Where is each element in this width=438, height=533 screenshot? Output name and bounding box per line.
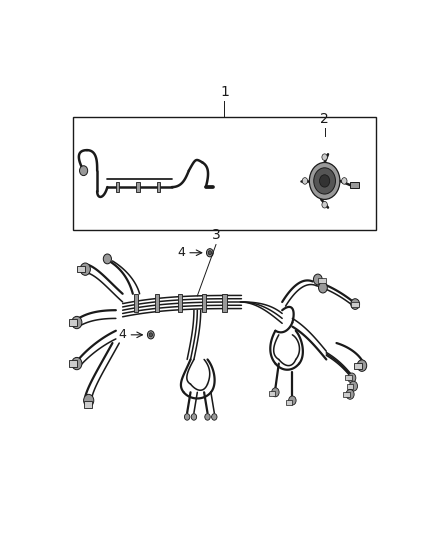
Text: 2: 2 <box>320 111 329 126</box>
Bar <box>69 360 78 367</box>
Bar <box>343 392 350 397</box>
Bar <box>155 294 159 312</box>
Text: 1: 1 <box>220 85 229 99</box>
Circle shape <box>322 154 327 160</box>
Bar <box>134 294 138 312</box>
Bar <box>318 278 325 282</box>
Circle shape <box>309 163 340 199</box>
Circle shape <box>103 254 111 264</box>
Circle shape <box>320 175 330 187</box>
Circle shape <box>314 168 336 194</box>
Circle shape <box>302 177 307 184</box>
Bar <box>69 319 78 326</box>
Bar <box>136 182 140 192</box>
Circle shape <box>208 251 212 255</box>
Circle shape <box>72 317 82 329</box>
Circle shape <box>314 274 322 285</box>
Circle shape <box>212 414 217 420</box>
Bar <box>354 363 362 369</box>
Circle shape <box>342 177 347 184</box>
Circle shape <box>205 414 210 420</box>
Text: 3: 3 <box>212 229 220 243</box>
Circle shape <box>289 396 296 405</box>
Bar <box>345 375 352 381</box>
Circle shape <box>148 330 154 339</box>
Bar <box>350 182 359 188</box>
Circle shape <box>322 201 327 208</box>
Circle shape <box>184 414 190 420</box>
Circle shape <box>357 360 367 372</box>
Text: 4: 4 <box>177 246 185 259</box>
Text: 4: 4 <box>118 328 126 341</box>
Bar <box>116 182 119 192</box>
Bar <box>84 401 92 408</box>
Circle shape <box>149 333 152 337</box>
Bar <box>286 400 292 405</box>
Circle shape <box>80 166 88 175</box>
Bar <box>268 391 276 397</box>
Bar <box>178 294 182 312</box>
Circle shape <box>206 248 213 257</box>
Circle shape <box>272 388 279 397</box>
Circle shape <box>84 394 94 407</box>
Circle shape <box>318 282 327 293</box>
Circle shape <box>80 263 90 276</box>
Circle shape <box>346 390 354 399</box>
Bar <box>351 302 359 307</box>
Circle shape <box>191 414 197 420</box>
Circle shape <box>351 298 360 309</box>
Circle shape <box>350 381 357 391</box>
Bar <box>202 294 206 312</box>
Circle shape <box>72 358 82 370</box>
Bar <box>156 182 160 192</box>
Bar <box>74 117 375 230</box>
Bar <box>346 384 353 389</box>
Bar <box>77 266 85 272</box>
Circle shape <box>348 373 356 383</box>
Bar <box>223 294 226 312</box>
